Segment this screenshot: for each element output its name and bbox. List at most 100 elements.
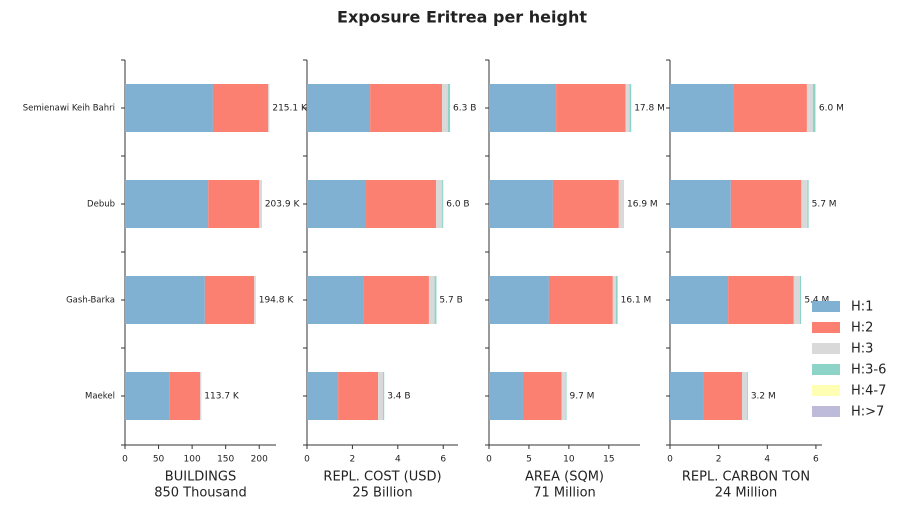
legend-label: H:3-6 <box>851 363 886 378</box>
total-label: 3.2 M <box>751 392 776 402</box>
total-label: 16.9 M <box>627 200 658 210</box>
legend-label: H:4-7 <box>851 384 886 399</box>
legend-swatch <box>812 364 840 375</box>
total-label: 6.0 M <box>819 104 844 114</box>
x-tick-label: 10 <box>563 455 575 465</box>
bar-segment <box>813 84 815 132</box>
total-label: 203.9 K <box>265 200 301 210</box>
bar-segment <box>670 372 703 420</box>
x-axis-label: REPL. CARBON TON <box>682 470 810 485</box>
total-label: 6.0 B <box>446 200 469 210</box>
bar-segment <box>747 372 748 420</box>
bar-segment <box>670 84 734 132</box>
x-tick-label: 6 <box>440 455 446 465</box>
x-axis-sublabel: 850 Thousand <box>154 486 247 501</box>
bar-segment <box>268 84 269 132</box>
bar-segment <box>363 276 429 324</box>
bar-segment <box>523 372 562 420</box>
legend-label: H:>7 <box>851 405 884 420</box>
bar-segment <box>556 84 626 132</box>
legend-swatch <box>812 385 840 396</box>
y-tick-label: Maekel <box>85 392 115 402</box>
x-tick-label: 0 <box>122 455 128 465</box>
bar-segment <box>703 372 742 420</box>
x-tick-label: 150 <box>217 455 234 465</box>
bar-segment <box>619 180 624 228</box>
x-axis-label: AREA (SQM) <box>525 470 604 485</box>
bar-segment <box>254 276 255 324</box>
x-tick-label: 15 <box>603 455 614 465</box>
bar-segment <box>307 84 370 132</box>
bar-segment <box>435 276 437 324</box>
total-label: 9.7 M <box>569 392 594 402</box>
bar-segment <box>259 180 261 228</box>
legend-swatch <box>812 406 840 417</box>
x-tick-label: 0 <box>486 455 492 465</box>
bar-segment <box>553 180 619 228</box>
bar-segment <box>436 180 442 228</box>
bar-segment <box>125 84 213 132</box>
x-tick-label: 0 <box>304 455 310 465</box>
y-tick-label: Semienawi Keih Bahri <box>23 104 115 114</box>
bar-segment <box>731 180 802 228</box>
bar-segment <box>366 180 436 228</box>
bar-segment <box>742 372 747 420</box>
bar-segment <box>562 372 566 420</box>
bar-segment <box>338 372 378 420</box>
legend-swatch <box>812 301 840 312</box>
bar-segment <box>807 84 813 132</box>
bar-segment <box>549 276 613 324</box>
bar-segment <box>169 372 200 420</box>
bar-segment <box>208 180 259 228</box>
bar-segment <box>213 84 268 132</box>
total-label: 6.3 B <box>453 104 476 114</box>
x-tick-label: 5 <box>526 455 532 465</box>
bar-segment <box>800 276 801 324</box>
bar-segment <box>616 276 618 324</box>
bar-segment <box>448 84 450 132</box>
bar-segment <box>307 180 366 228</box>
bar-segment <box>613 276 616 324</box>
total-label: 5.7 M <box>812 200 837 210</box>
bar-segment <box>383 372 384 420</box>
x-axis-label: REPL. COST (USD) <box>323 470 441 485</box>
y-tick-label: Debub <box>87 200 115 210</box>
x-tick-label: 2 <box>716 455 722 465</box>
legend-label: H:3 <box>851 342 873 357</box>
bar-segment <box>307 372 338 420</box>
x-axis-sublabel: 24 Million <box>715 486 778 501</box>
bar-segment <box>670 180 731 228</box>
chart-title: Exposure Eritrea per height <box>337 8 587 27</box>
bar-segment <box>429 276 435 324</box>
legend-label: H:2 <box>851 321 873 336</box>
x-tick-label: 50 <box>153 455 165 465</box>
bar-segment <box>626 84 630 132</box>
legend-label: H:1 <box>851 300 873 315</box>
total-label: 113.7 K <box>204 392 240 402</box>
bar-segment <box>794 276 800 324</box>
x-tick-label: 6 <box>813 455 819 465</box>
total-label: 194.8 K <box>259 296 295 306</box>
x-tick-label: 4 <box>764 455 770 465</box>
bar-segment <box>630 84 632 132</box>
bar-segment <box>370 84 442 132</box>
bar-segment <box>442 180 443 228</box>
bar-segment <box>728 276 794 324</box>
bar-segment <box>200 372 201 420</box>
bar-segment <box>801 180 807 228</box>
bar-segment <box>125 372 169 420</box>
total-label: 215.1 K <box>272 104 308 114</box>
bar-segment <box>489 180 553 228</box>
bar-segment <box>734 84 807 132</box>
bar-segment <box>125 276 205 324</box>
x-axis-sublabel: 25 Billion <box>352 486 412 501</box>
bar-segment <box>205 276 254 324</box>
legend-swatch <box>812 343 840 354</box>
bar-segment <box>670 276 728 324</box>
x-axis-sublabel: 71 Million <box>533 486 596 501</box>
bar-segment <box>489 276 549 324</box>
total-label: 5.7 B <box>439 296 462 306</box>
x-tick-label: 100 <box>184 455 201 465</box>
bar-segment <box>307 276 363 324</box>
bar-segment <box>489 84 556 132</box>
